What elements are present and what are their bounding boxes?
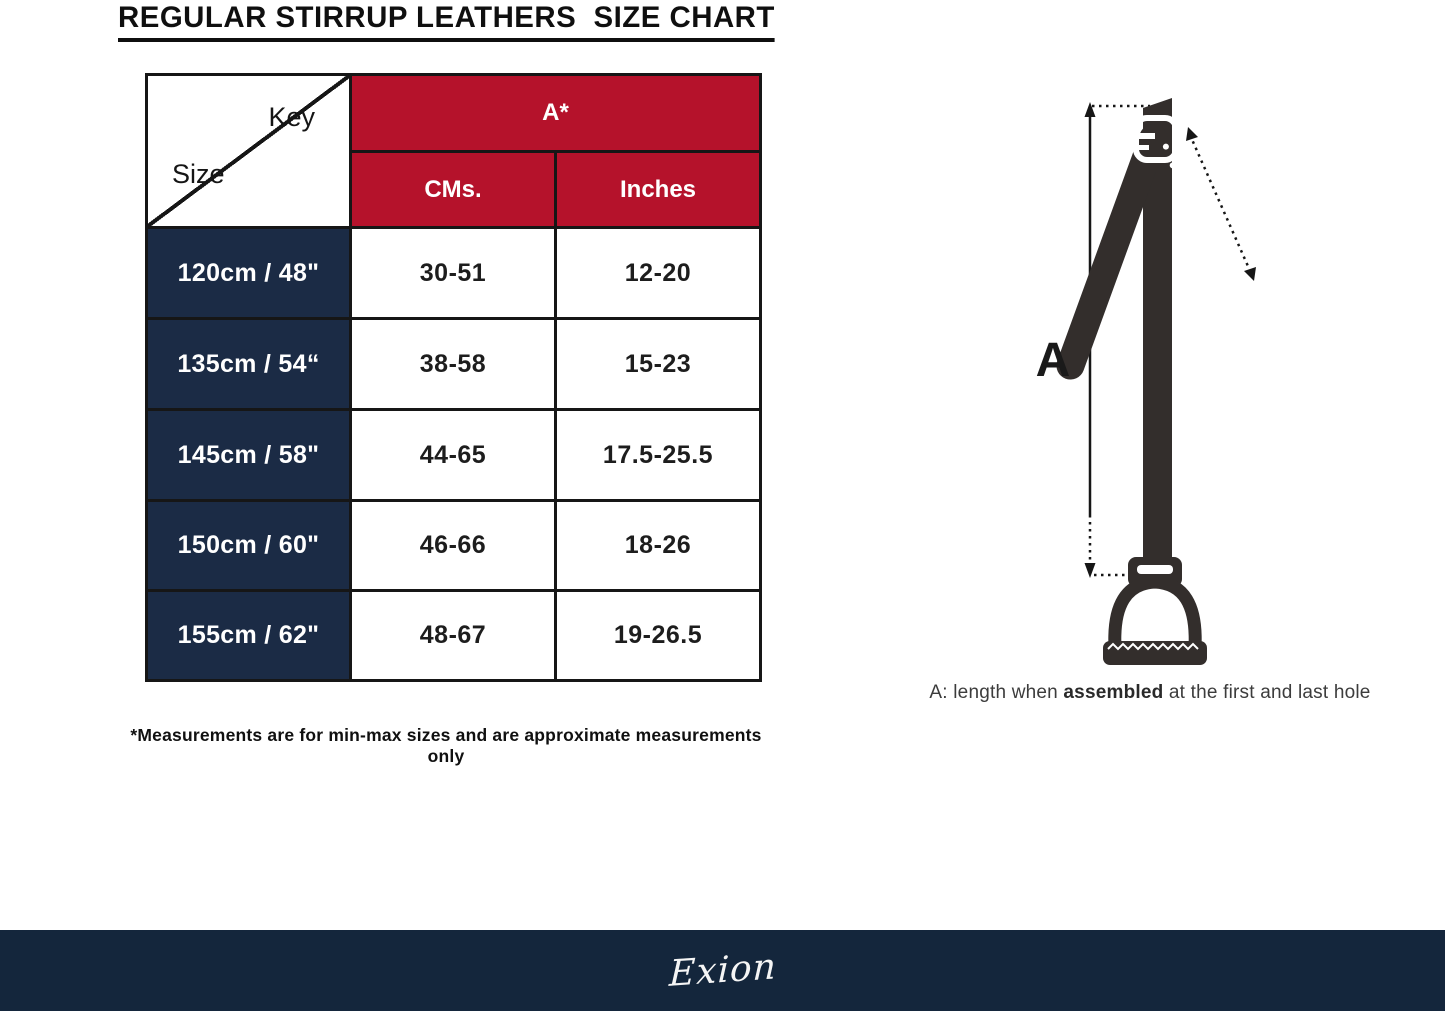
column-header-inches: Inches — [557, 153, 759, 226]
table-corner-cell: Key Size — [148, 76, 349, 226]
page-title: REGULAR STIRRUP LEATHERS SIZE CHART — [118, 1, 775, 42]
buckle — [1133, 115, 1179, 163]
measurement-footnote: *Measurements are for min-max sizes and … — [130, 725, 762, 766]
row-inches-cell: 18-26 — [557, 502, 759, 589]
row-size-cell: 150cm / 60" — [148, 502, 349, 589]
row-inches-cell: 15-23 — [557, 320, 759, 408]
row-inches-cell: 19-26.5 — [557, 592, 759, 679]
vertical-strap — [1143, 98, 1172, 571]
row-cms-cell: 48-67 — [352, 592, 554, 679]
brand-logo: Exion — [667, 946, 778, 995]
row-size-cell: 155cm / 62" — [148, 592, 349, 679]
row-cms-cell: 30-51 — [352, 229, 554, 317]
row-cms-cell: 38-58 — [352, 320, 554, 408]
column-header-cms: CMs. — [352, 153, 554, 226]
row-cms-cell: 44-65 — [352, 411, 554, 499]
diagonal-strap — [1056, 124, 1217, 380]
stirrup-iron — [1103, 557, 1207, 665]
stirrup-leather-diagram — [1056, 98, 1256, 665]
caption-suffix: at the first and last hole — [1163, 682, 1371, 703]
row-size-cell: 145cm / 58" — [148, 411, 349, 499]
row-size-cell: 135cm / 54“ — [148, 320, 349, 408]
row-inches-cell: 17.5-25.5 — [557, 411, 759, 499]
caption-bold: assembled — [1063, 682, 1164, 703]
corner-key-label: Key — [268, 102, 315, 132]
diagram-caption: A: length when assembled at the first an… — [925, 682, 1375, 704]
strap-length-arrow — [1186, 127, 1256, 281]
size-chart-table: Key Size A* CMs. Inches 120cm / 48" 30-5… — [145, 73, 762, 682]
row-cms-cell: 46-66 — [352, 502, 554, 589]
corner-size-label: Size — [172, 159, 225, 189]
group-header-a: A* — [352, 76, 759, 150]
caption-prefix: A: length when — [929, 682, 1064, 703]
row-size-cell: 120cm / 48" — [148, 229, 349, 317]
dimension-a-label: A — [1035, 334, 1071, 387]
footer-bar: Exion — [0, 930, 1445, 1011]
row-inches-cell: 12-20 — [557, 229, 759, 317]
